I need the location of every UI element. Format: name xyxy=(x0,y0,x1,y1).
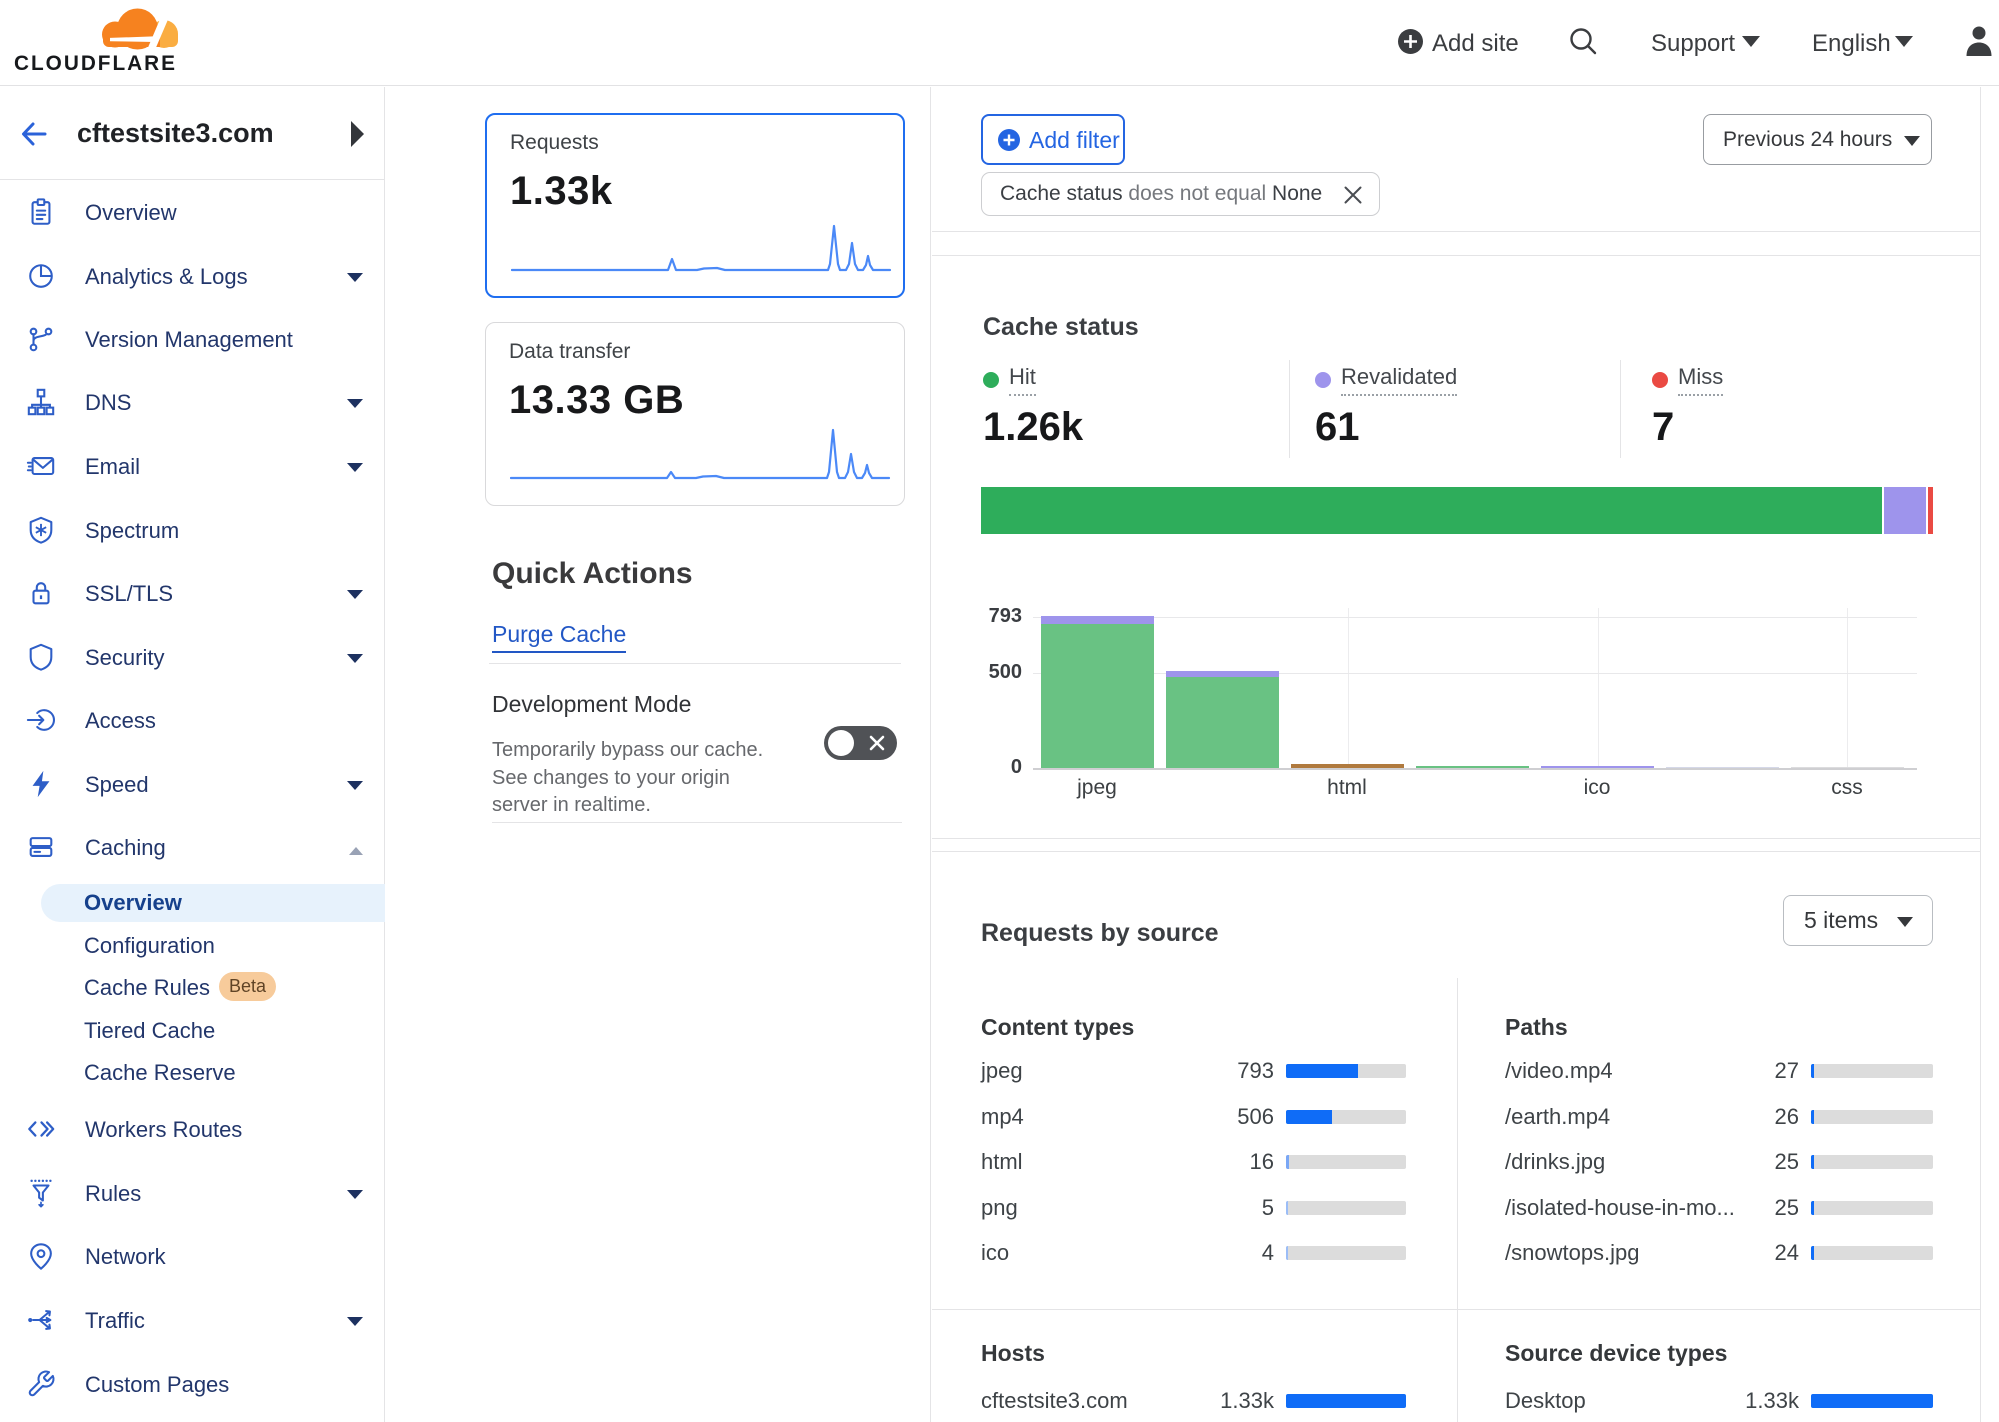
svg-text:CLOUDFLARE: CLOUDFLARE xyxy=(14,52,177,75)
